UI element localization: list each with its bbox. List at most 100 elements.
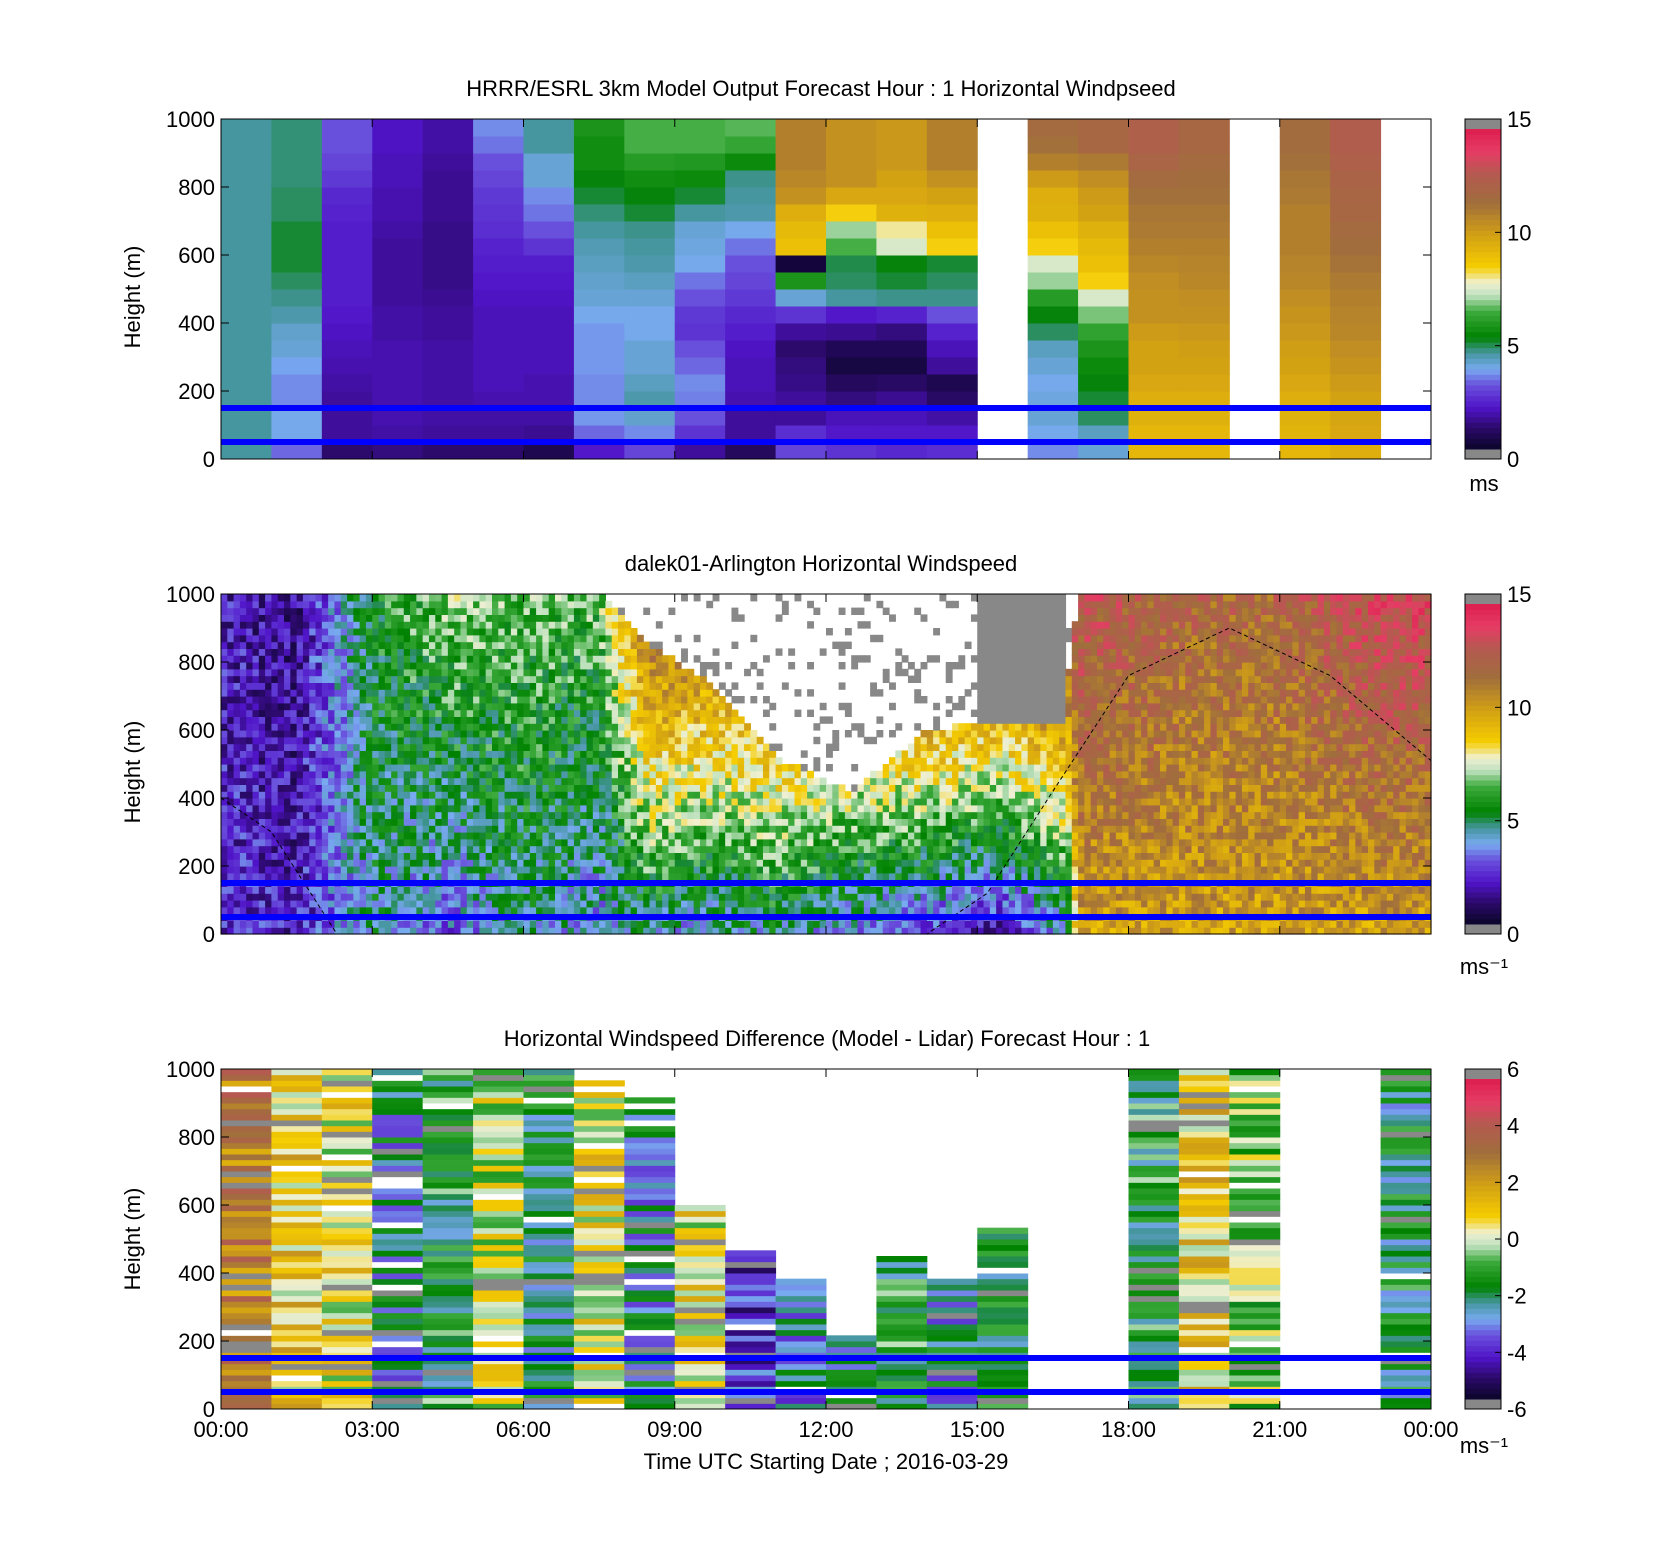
heatmap-cell	[284, 866, 291, 874]
heatmap-cell	[397, 750, 405, 758]
heatmap-cell	[239, 906, 247, 915]
heatmap-cell	[542, 709, 550, 717]
heatmap-cell	[832, 743, 840, 751]
heatmap-cell	[655, 859, 663, 867]
heatmap-cell	[428, 723, 436, 731]
heatmap-cell	[454, 709, 462, 717]
heatmap-cell	[353, 675, 361, 683]
heatmap-cell	[391, 770, 399, 779]
heatmap-cell	[466, 886, 474, 894]
heatmap-cell	[441, 600, 449, 609]
heatmap-cell	[573, 221, 625, 239]
heatmap-cell	[794, 764, 802, 772]
heatmap-cell	[561, 628, 569, 636]
heatmap-cell	[384, 607, 392, 615]
heatmap-cell	[378, 743, 386, 751]
heatmap-cell	[618, 750, 625, 758]
heatmap-cell	[309, 750, 317, 758]
heatmap-cell	[315, 709, 323, 717]
heatmap-cell	[517, 900, 525, 908]
heatmap-cell	[340, 859, 348, 867]
heatmap-cell	[353, 838, 361, 847]
heatmap-cell	[265, 641, 273, 649]
heatmap-cell	[359, 634, 367, 643]
heatmap-cell	[372, 757, 380, 765]
heatmap-cell	[555, 628, 562, 636]
heatmap-cell	[674, 306, 726, 324]
heatmap-cell	[712, 845, 720, 853]
heatmap-cell	[359, 886, 367, 894]
heatmap-cell	[347, 845, 354, 853]
heatmap-cell	[737, 920, 745, 928]
heatmap-cell	[473, 818, 480, 826]
heatmap-cell	[536, 893, 544, 901]
heatmap-cell	[372, 709, 380, 717]
heatmap-cell	[435, 655, 443, 663]
heatmap-cell	[529, 614, 537, 622]
heatmap-cell	[454, 621, 462, 629]
heatmap-cell	[744, 818, 751, 826]
heatmap-cell	[479, 798, 487, 806]
heatmap-cell	[536, 730, 544, 738]
heatmap-cell	[523, 655, 531, 663]
heatmap-cell	[347, 818, 354, 826]
heatmap-cell	[479, 838, 487, 847]
heatmap-cell	[693, 832, 701, 840]
heatmap-cell	[681, 838, 688, 847]
heatmap-cell	[441, 757, 449, 765]
heatmap-cell	[555, 764, 562, 772]
heatmap-cell	[309, 655, 317, 663]
heatmap-cell	[378, 628, 386, 636]
heatmap-cell	[826, 920, 833, 928]
heatmap-cell	[781, 600, 789, 609]
heatmap-cell	[491, 866, 499, 874]
heatmap-cell	[460, 607, 468, 615]
heatmap-cell	[347, 702, 354, 711]
heatmap-cell	[271, 170, 323, 188]
heatmap-cell	[674, 272, 726, 290]
heatmap-cell	[580, 723, 588, 731]
heatmap-cell	[573, 648, 581, 656]
heatmap-cell	[340, 702, 348, 711]
heatmap-cell	[397, 832, 405, 840]
heatmap-cell	[365, 621, 373, 629]
heatmap-cell	[491, 886, 499, 894]
heatmap-cell	[347, 838, 354, 847]
heatmap-cell	[284, 777, 291, 785]
heatmap-cell	[321, 340, 373, 358]
heatmap-cell	[435, 859, 443, 867]
heatmap-cell	[227, 872, 235, 881]
heatmap-cell	[681, 770, 688, 779]
heatmap-cell	[479, 852, 487, 860]
heatmap-cell	[473, 628, 480, 636]
heatmap-cell	[605, 709, 613, 717]
heatmap-cell	[252, 600, 260, 609]
heatmap-cell	[1178, 374, 1230, 392]
heatmap-cell	[277, 594, 285, 602]
heatmap-cell	[769, 838, 777, 847]
heatmap-cell	[479, 872, 487, 881]
heatmap-cell	[800, 906, 808, 915]
heatmap-cell	[586, 859, 594, 867]
heatmap-cell	[340, 607, 348, 615]
heatmap-cell	[271, 709, 279, 717]
heatmap-cell	[435, 764, 443, 772]
heatmap-cell	[334, 600, 342, 609]
heatmap-cell	[491, 709, 499, 717]
heatmap-cell	[1330, 136, 1382, 154]
heatmap-cell	[561, 682, 569, 690]
heatmap-cell	[359, 628, 367, 636]
heatmap-cell	[542, 750, 550, 758]
heatmap-cell	[674, 221, 726, 239]
heatmap-cell	[699, 798, 707, 806]
heatmap-cell	[491, 757, 499, 765]
heatmap-cell	[365, 832, 373, 840]
heatmap-cell	[296, 838, 304, 847]
heatmap-cell	[636, 743, 644, 751]
heatmap-cell	[227, 682, 235, 690]
heatmap-cell	[668, 730, 676, 738]
heatmap-cell	[813, 832, 821, 840]
heatmap-cell	[687, 832, 695, 840]
heatmap-cell	[523, 187, 575, 205]
heatmap-cell	[750, 804, 758, 813]
